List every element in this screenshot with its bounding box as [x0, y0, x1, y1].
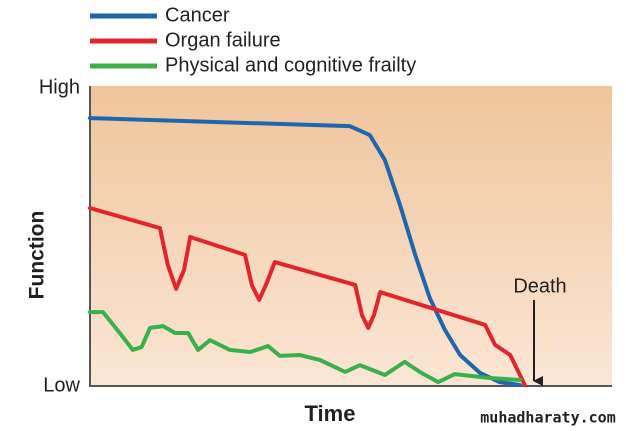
annotation: Death [513, 275, 566, 297]
y-tick-label: Low [43, 374, 80, 396]
legend-label: Physical and cognitive frailty [165, 54, 416, 76]
plot-background [90, 86, 612, 386]
series-line [88, 116, 523, 388]
plot-area [88, 116, 527, 388]
watermark: muhadharaty.com [480, 409, 615, 427]
series-line [88, 310, 523, 385]
series-line [88, 206, 527, 388]
x-axis-label: Time [305, 401, 356, 426]
legend-label: Organ failure [165, 29, 281, 51]
y-axis-label: Function [26, 211, 49, 300]
y-tick-label: High [39, 76, 80, 98]
legend-label: Cancer [165, 4, 230, 26]
